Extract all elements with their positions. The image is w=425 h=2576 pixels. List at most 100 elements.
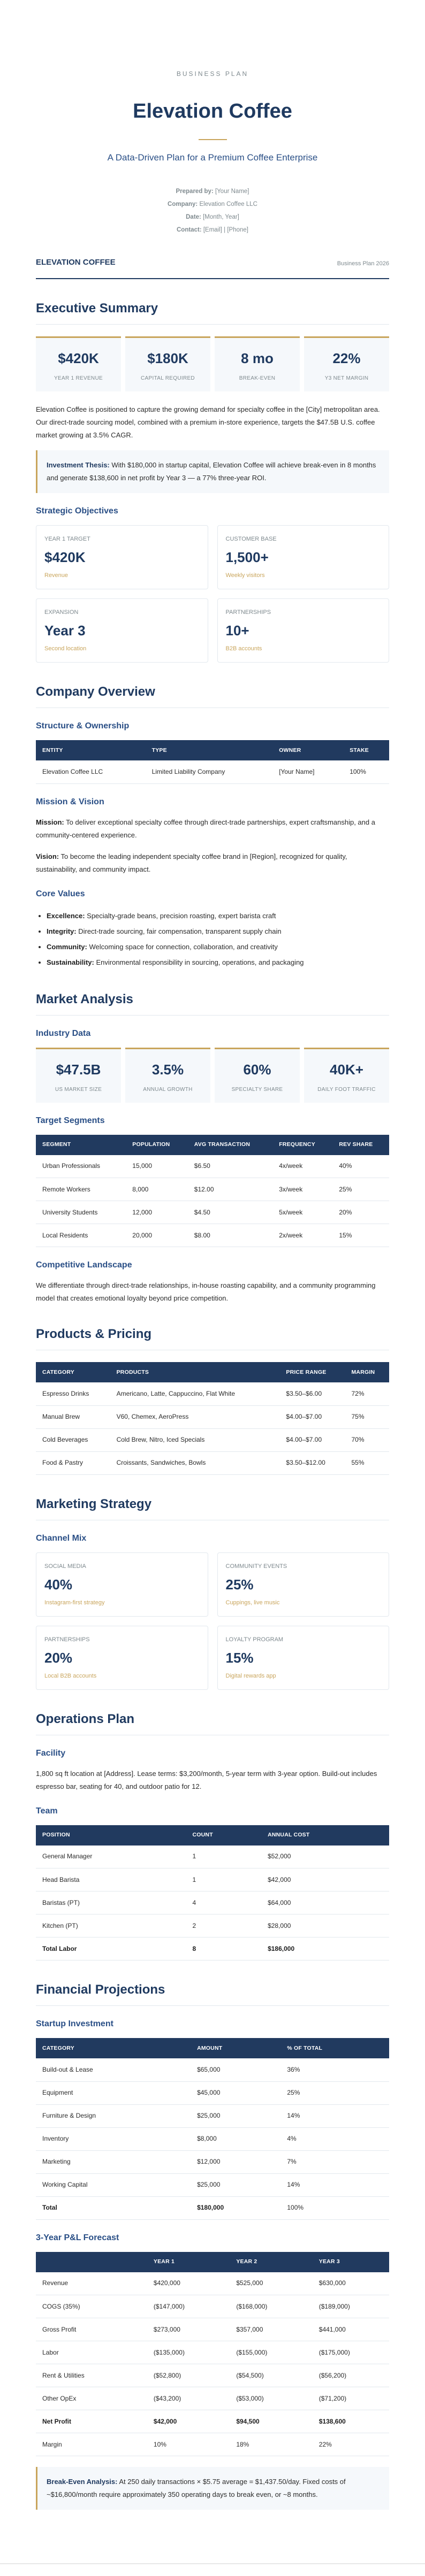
table-cell: Cold Brew, Nitro, Iced Specials: [110, 1428, 280, 1452]
subsection-title-mission-vision: Mission & Vision: [36, 797, 104, 806]
vision-statement: Vision: To become the leading independen…: [36, 850, 389, 876]
table-cell: 15%: [332, 1224, 389, 1247]
callout-label: Break-Even Analysis:: [47, 2478, 118, 2486]
table-cell: [Your Name]: [272, 760, 344, 784]
table-cell: Local Residents: [36, 1224, 126, 1247]
table-cell: Revenue: [36, 2272, 147, 2295]
table-cell: 36%: [280, 2058, 389, 2082]
kpi-tile: $47.5B US MARKET SIZE: [36, 1047, 121, 1103]
header-plan-label: Business Plan 2026: [337, 260, 389, 267]
objective-card: CUSTOMER BASE 1,500+ Weekly visitors: [217, 525, 389, 589]
table-cell: $180,000: [191, 2196, 281, 2220]
table-cell: 55%: [345, 1451, 389, 1475]
table-cell: $4.50: [187, 1201, 273, 1224]
value-text: Direct-trade sourcing, fair compensation…: [76, 927, 282, 935]
table-cell: $28,000: [261, 1914, 389, 1937]
kpi-label: DAILY FOOT TRAFFIC: [317, 1086, 376, 1093]
table-cell: $65,000: [191, 2058, 281, 2082]
list-item: Community: Welcoming space for connectio…: [36, 939, 389, 955]
table-cell: ($147,000): [147, 2295, 230, 2318]
table-cell: 2: [186, 1914, 262, 1937]
mission-statement: Mission: To deliver exceptional specialt…: [36, 816, 389, 842]
table-cell: Total Labor: [36, 1937, 186, 1960]
table-cell: ($52,800): [147, 2364, 230, 2387]
ownership-table: ENTITY TYPE OWNER STAKE Elevation Coffee…: [36, 740, 389, 784]
table-cell: Remote Workers: [36, 1178, 126, 1201]
table-cell: $138,600: [312, 2410, 389, 2433]
meta-label: Prepared by:: [176, 188, 214, 195]
kpi-label: ANNUAL GROWTH: [143, 1086, 193, 1093]
table-cell: Total: [36, 2196, 191, 2220]
table-row: Remote Workers 8,000 $12.00 3x/week 25%: [36, 1178, 389, 1201]
kpi-value: 60%: [243, 1061, 271, 1078]
table-row: Gross Profit $273,000 $357,000 $441,000: [36, 2318, 389, 2341]
column-header: SEGMENT: [36, 1134, 126, 1155]
table-cell: Espresso Drinks: [36, 1382, 110, 1406]
kpi-tile: 3.5% ANNUAL GROWTH: [125, 1047, 210, 1103]
table-cell: 14%: [280, 2104, 389, 2128]
table-row: Furniture & Design $25,000 14%: [36, 2104, 389, 2128]
table-cell: Working Capital: [36, 2173, 191, 2197]
table-cell: 7%: [280, 2150, 389, 2174]
channel-card: SOCIAL MEDIA 40% Instagram-first strategy: [36, 1552, 208, 1617]
subsection-title-competitive-landscape: Competitive Landscape: [36, 1260, 132, 1270]
section-title-financial-projections: Financial Projections: [36, 1982, 389, 2006]
table-cell: $25,000: [191, 2104, 281, 2128]
subsection-title-core-values: Core Values: [36, 889, 85, 898]
table-row: Equipment $45,000 25%: [36, 2081, 389, 2105]
page-end-divider: [0, 2563, 425, 2564]
table-row: Head Barista 1 $42,000: [36, 1868, 389, 1891]
column-header: CATEGORY: [36, 2038, 191, 2058]
table-cell: 8: [186, 1937, 262, 1960]
kpi-tile: $420K YEAR 1 REVENUE: [36, 336, 121, 391]
table-cell: Cold Beverages: [36, 1428, 110, 1452]
subsection-title-channel-mix: Channel Mix: [36, 1533, 87, 1543]
table-cell: Rent & Utilities: [36, 2364, 147, 2387]
table-cell: 5x/week: [272, 1201, 333, 1224]
table-cell: 3x/week: [272, 1178, 333, 1201]
meta-value: [Email] | [Phone]: [203, 227, 248, 233]
callout-text: With $180,000 in startup capital, Elevat…: [47, 461, 376, 482]
value-text: Welcoming space for connection, collabor…: [87, 942, 278, 951]
table-row: Marketing $12,000 7%: [36, 2150, 389, 2174]
card-note: Instagram-first strategy: [44, 1599, 105, 1606]
table-cell: $4.00–$7.00: [279, 1405, 345, 1429]
value-label: Sustainability:: [47, 958, 94, 966]
table-row: COGS (35%) ($147,000) ($168,000) ($189,000): [36, 2295, 389, 2318]
table-cell: 4: [186, 1891, 262, 1914]
page-bottom-spacer: [36, 2520, 389, 2563]
table-row: Manual Brew V60, Chemex, AeroPress $4.00–$…: [36, 1405, 389, 1429]
table-cell: 14%: [280, 2173, 389, 2197]
card-label: PARTNERSHIPS: [225, 609, 271, 616]
table-row: Revenue $420,000 $525,000 $630,000: [36, 2272, 389, 2295]
table-cell: Furniture & Design: [36, 2104, 191, 2128]
section-title-operations-plan: Operations Plan: [36, 1711, 389, 1735]
table-cell: $441,000: [312, 2318, 389, 2341]
table-cell: 100%: [280, 2196, 389, 2220]
kpi-label: CAPITAL REQUIRED: [141, 375, 195, 381]
card-value: 25%: [225, 1576, 254, 1593]
competitive-text: We differentiate through direct-trade re…: [36, 1281, 376, 1302]
table-cell: Croissants, Sandwiches, Bowls: [110, 1451, 280, 1475]
table-cell: ($175,000): [312, 2341, 389, 2364]
card-label: COMMUNITY EVENTS: [225, 1563, 287, 1570]
column-header: PRICE RANGE: [279, 1362, 345, 1382]
kpi-label: SPECIALTY SHARE: [231, 1086, 283, 1093]
table-row: Other OpEx ($43,200) ($53,000) ($71,200): [36, 2387, 389, 2410]
column-header: YEAR 1: [147, 2251, 230, 2272]
table-cell: 75%: [345, 1405, 389, 1429]
column-header: ENTITY: [36, 740, 146, 760]
table-cell: COGS (35%): [36, 2295, 147, 2318]
executive-intro: Elevation Coffee is positioned to captur…: [36, 405, 380, 439]
table-cell: Margin: [36, 2433, 147, 2456]
objective-card: YEAR 1 TARGET $420K Revenue: [36, 525, 208, 589]
table-cell: 1: [186, 1845, 262, 1868]
callout-text: At 250 daily transactions × $5.75 averag…: [47, 2478, 346, 2498]
executive-kpi-row: $420K YEAR 1 REVENUE $180K CAPITAL REQUIRE…: [36, 336, 389, 391]
table-row: Local Residents 20,000 $8.00 2x/week 15%: [36, 1224, 389, 1247]
table-cell: Marketing: [36, 2150, 191, 2174]
table-cell: Elevation Coffee LLC: [36, 760, 146, 784]
table-cell: Kitchen (PT): [36, 1914, 186, 1937]
kpi-tile: $180K CAPITAL REQUIRED: [125, 336, 210, 391]
table-cell: Urban Professionals: [36, 1155, 126, 1178]
